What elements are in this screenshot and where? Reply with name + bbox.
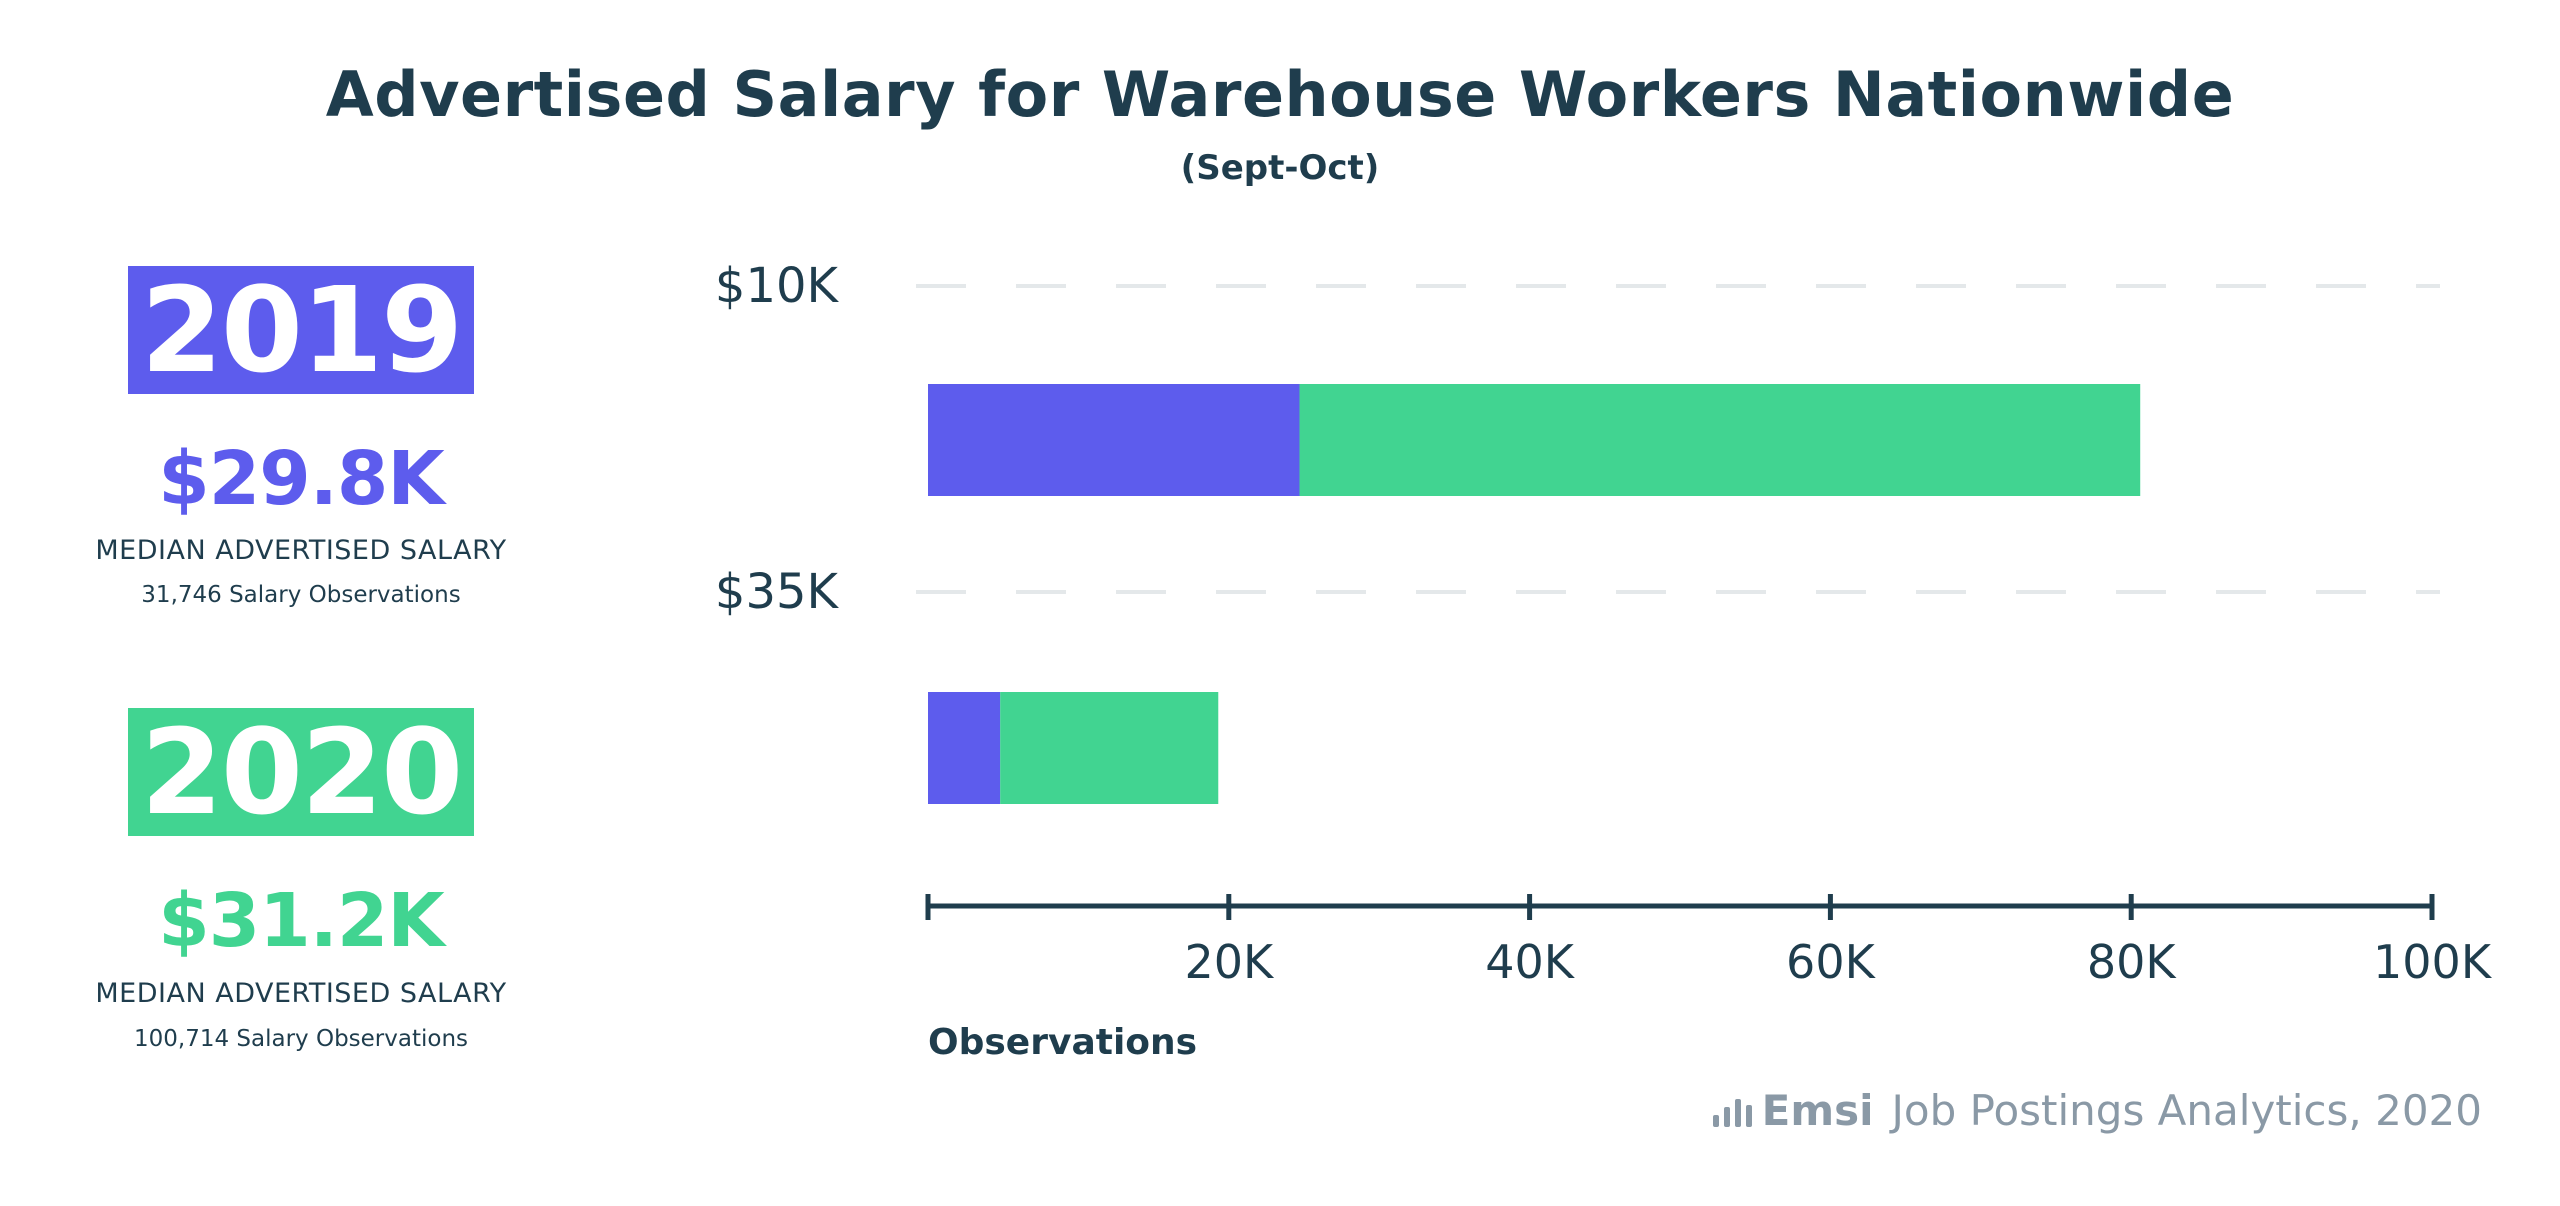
bar-segment-1 xyxy=(1000,692,1219,804)
observations-2020: 100,714 Salary Observations xyxy=(133,1026,469,1052)
x-tick-label: 40K xyxy=(1485,935,1576,989)
bar-segment-0 xyxy=(928,384,1300,496)
source-text: Job Postings Analytics, 2020 xyxy=(1891,1086,2482,1135)
category-label: $35K xyxy=(715,564,840,620)
bar-segment-0 xyxy=(928,692,1001,804)
median-label-2019: MEDIAN ADVERTISED SALARY xyxy=(95,535,507,566)
median-salary-2019: $29.8K xyxy=(158,436,444,522)
bar-segment-1 xyxy=(1299,384,2141,496)
median-salary-2020: $31.2K xyxy=(158,878,444,964)
chart-subtitle: (Sept-Oct) xyxy=(1180,148,1380,188)
year-badge-2019: 2019 xyxy=(128,266,474,394)
year-badge-2020: 2020 xyxy=(128,708,474,836)
x-tick-label: 100K xyxy=(2373,935,2493,989)
observations-2019: 31,746 Salary Observations xyxy=(141,582,461,608)
bar-chart-icon xyxy=(1712,1095,1752,1127)
category-label: $10K xyxy=(715,258,840,314)
median-label-2020: MEDIAN ADVERTISED SALARY xyxy=(95,978,507,1009)
x-tick-label: 20K xyxy=(1184,935,1275,989)
x-tick-label: 80K xyxy=(2087,935,2178,989)
source-credit: Emsi Job Postings Analytics, 2020 xyxy=(1712,1086,2482,1135)
source-brand: Emsi xyxy=(1761,1086,1874,1135)
x-axis-label: Observations xyxy=(928,1022,1197,1063)
x-tick-label: 60K xyxy=(1786,935,1877,989)
chart-title: Advertised Salary for Warehouse Workers … xyxy=(325,58,2235,131)
